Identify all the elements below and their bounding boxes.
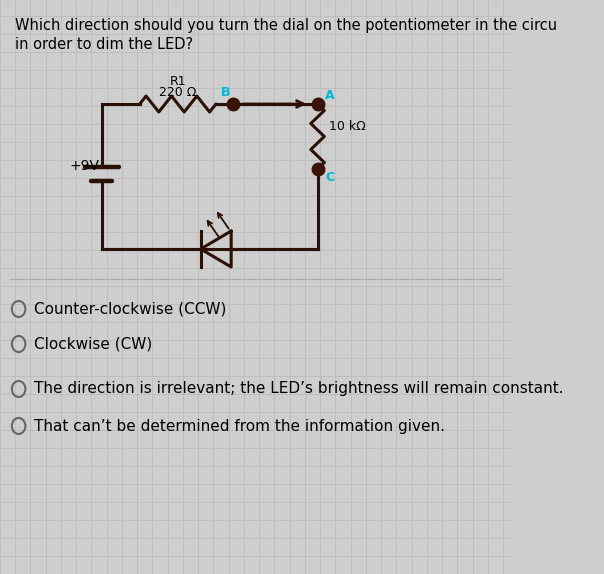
Text: That can’t be determined from the information given.: That can’t be determined from the inform… [34, 418, 445, 433]
Text: B: B [221, 86, 231, 99]
Text: 220 Ω: 220 Ω [159, 86, 196, 99]
Text: +9V: +9V [69, 159, 100, 173]
Text: Counter-clockwise (CCW): Counter-clockwise (CCW) [34, 301, 226, 316]
Text: A: A [325, 89, 335, 102]
Text: R1: R1 [170, 75, 186, 88]
Text: 10 kΩ: 10 kΩ [329, 120, 366, 133]
Text: in order to dim the LED?: in order to dim the LED? [15, 37, 193, 52]
Text: Which direction should you turn the dial on the potentiometer in the circu: Which direction should you turn the dial… [15, 18, 557, 33]
Text: The direction is irrelevant; the LED’s brightness will remain constant.: The direction is irrelevant; the LED’s b… [34, 382, 564, 397]
Text: C: C [325, 171, 334, 184]
Text: Clockwise (CW): Clockwise (CW) [34, 336, 152, 351]
